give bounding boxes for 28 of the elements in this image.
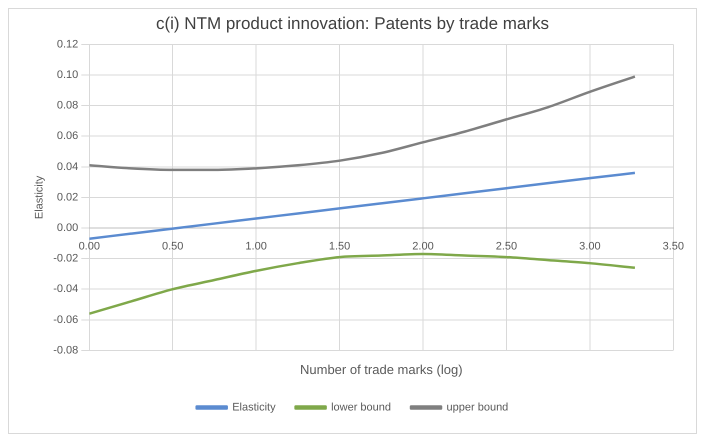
x-tick-label: 3.50 <box>662 240 684 253</box>
x-tick-label: 2.00 <box>412 240 434 253</box>
y-tick-label: 0.12 <box>56 38 78 50</box>
legend-label: Elasticity <box>232 402 276 414</box>
line-series <box>89 172 636 240</box>
y-tick-label: -0.08 <box>53 344 78 356</box>
y-tick-label: -0.06 <box>53 314 78 326</box>
y-tick-label: 0.00 <box>56 222 78 234</box>
x-tick-label: 2.50 <box>496 240 518 253</box>
x-axis-title: Number of trade marks (log) <box>300 362 463 377</box>
y-tick-label: -0.02 <box>53 252 78 265</box>
x-tick-label: 1.00 <box>245 240 267 253</box>
legend-label: upper bound <box>446 402 508 414</box>
x-tick-label: 1.50 <box>328 240 350 253</box>
x-tick-label: 0.50 <box>162 240 184 253</box>
line-series <box>89 252 636 315</box>
line-series <box>89 75 636 172</box>
y-tick-label: -0.04 <box>53 283 78 296</box>
y-tick-label: 0.02 <box>56 191 78 204</box>
y-tick-label: 0.04 <box>56 160 78 173</box>
chart-title: c(i) NTM product innovation: Patents by trade marks <box>156 14 550 33</box>
legend-label: lower bound <box>331 402 392 414</box>
y-axis-title: Elasticity <box>34 175 46 220</box>
x-tick-label: 3.00 <box>579 240 601 253</box>
y-tick-label: 0.06 <box>56 130 78 142</box>
x-tick-label: 0.00 <box>78 240 100 253</box>
y-tick-label: 0.10 <box>56 69 78 82</box>
y-tick-label: 0.08 <box>56 100 78 112</box>
